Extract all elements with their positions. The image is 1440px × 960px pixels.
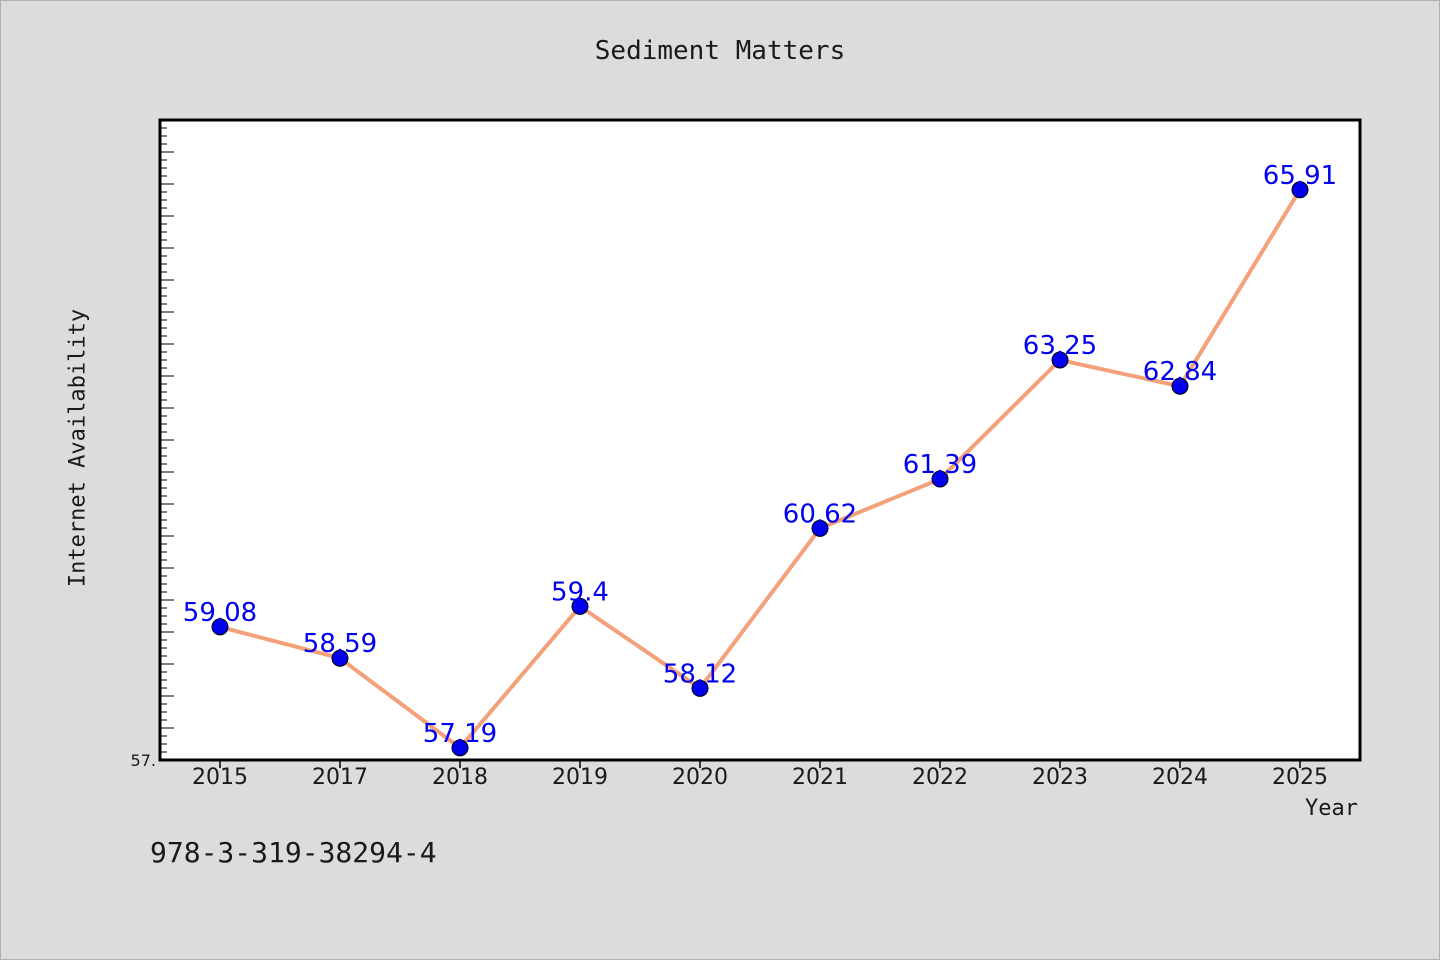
x-tick-label: 2015 (192, 765, 248, 790)
x-tick-label: 2018 (432, 765, 488, 790)
data-point (1051, 351, 1069, 369)
plot-area (160, 120, 1360, 760)
x-tick-label: 2023 (1032, 765, 1088, 790)
x-ticks: 2015 2017 2018 2019 2020 2021 2022 2023 2024 2025 (192, 760, 1328, 790)
data-label: 61.39 (903, 450, 977, 480)
x-axis-label: Year (1305, 796, 1358, 821)
data-label: 62.84 (1143, 357, 1217, 387)
x-tick-label: 2025 (1272, 765, 1328, 790)
data-label: 58.12 (663, 659, 737, 689)
x-tick-label: 2022 (912, 765, 968, 790)
data-point (331, 649, 349, 667)
data-point (1291, 181, 1309, 199)
data-point (451, 739, 469, 757)
data-label: 59.4 (551, 577, 609, 607)
data-label: 65.91 (1263, 161, 1337, 191)
data-point (211, 618, 229, 636)
y-tick-label: 57. (131, 751, 156, 770)
data-point (1171, 377, 1189, 395)
data-label: 57.19 (423, 719, 497, 749)
data-point (691, 679, 709, 697)
x-tick-label: 2020 (672, 765, 728, 790)
data-point (931, 470, 949, 488)
x-tick-label: 2019 (552, 765, 608, 790)
series-line (219, 188, 1302, 750)
data-label: 63.25 (1023, 331, 1097, 361)
data-label: 60.62 (783, 499, 857, 529)
data-label: 58.59 (303, 629, 377, 659)
x-tick-label: 2017 (312, 765, 368, 790)
chart-title: Sediment Matters (594, 36, 846, 66)
x-tick-label: 2024 (1152, 765, 1208, 790)
data-point (571, 597, 589, 615)
plot-border (158, 118, 1362, 762)
data-label: 59.08 (183, 598, 257, 628)
series-group: 59.08 58.59 57.19 59.4 58.12 60.62 61.39 63.25 6… (183, 161, 1337, 757)
y-ticks: 57. (131, 751, 156, 770)
data-point (811, 519, 829, 537)
x-tick-label: 2021 (792, 765, 848, 790)
isbn-footer: 978-3-319-38294-4 (150, 836, 437, 869)
